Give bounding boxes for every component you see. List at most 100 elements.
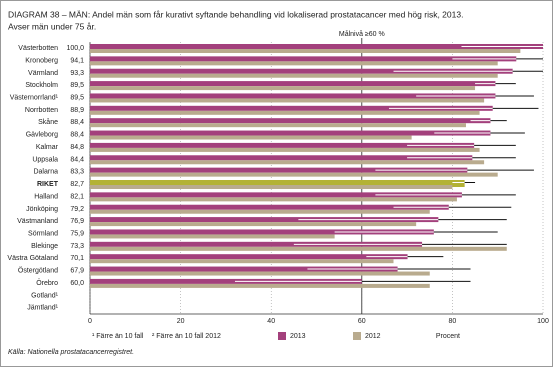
bar — [90, 155, 473, 161]
value-label: 82,1 — [70, 193, 84, 200]
bar — [90, 73, 498, 78]
legend-swatch — [278, 332, 286, 340]
category-label: Örebro — [36, 279, 58, 287]
value-label: 88,4 — [70, 132, 84, 139]
category-label: Västernorrland¹ — [10, 94, 59, 101]
bar — [90, 81, 496, 87]
category-label: Kronoberg — [25, 57, 58, 64]
bar — [90, 222, 417, 227]
value-label: 79,2 — [70, 206, 84, 213]
bar — [90, 98, 485, 103]
bar — [90, 93, 496, 99]
bar — [90, 209, 430, 214]
bar — [90, 246, 507, 251]
bar — [90, 130, 491, 136]
value-label: 73,3 — [70, 243, 84, 250]
bar — [90, 278, 362, 284]
category-label: Västerbotten — [18, 45, 58, 52]
chart-subtitle: Avser män under 75 år. — [8, 21, 96, 31]
category-label: Halland — [34, 193, 58, 200]
bar — [90, 266, 398, 272]
bar — [90, 44, 543, 49]
category-label: Jönköping — [26, 206, 58, 213]
value-label: 94,1 — [70, 57, 84, 64]
bar — [90, 180, 465, 187]
category-label: Norrbotten — [25, 107, 58, 114]
bar — [90, 56, 517, 62]
bar — [90, 68, 513, 74]
category-label: Uppsala — [32, 156, 58, 163]
source: Källa: Nationella prostatacancerregistre… — [8, 349, 134, 356]
bar — [90, 86, 476, 91]
bar — [90, 135, 412, 140]
bar — [90, 167, 468, 173]
chart-title: DIAGRAM 38 – MÄN: Andel män som får kura… — [8, 9, 463, 19]
target-label: Målnivå ≥60 % — [339, 30, 385, 38]
footnote: ² Färre än 10 fall 2012 — [152, 333, 221, 340]
bar — [90, 185, 453, 189]
value-label: 84,8 — [70, 144, 84, 151]
bar — [90, 259, 394, 264]
x-tick-label: 0 — [88, 318, 92, 325]
bar — [90, 241, 423, 247]
bar — [90, 192, 462, 198]
x-tick-label: 40 — [267, 318, 275, 325]
category-label: Gävleborg — [26, 132, 58, 139]
bar — [90, 271, 430, 276]
bar — [90, 49, 521, 53]
value-label: 60,0 — [70, 280, 84, 287]
bar — [90, 123, 466, 128]
category-label: Östergötland — [18, 267, 58, 275]
value-label: 89,5 — [70, 94, 84, 101]
bar — [90, 172, 498, 177]
value-label: 83,3 — [70, 169, 84, 176]
category-label: Dalarna — [33, 169, 58, 176]
bar — [90, 105, 493, 111]
value-label: 70,1 — [70, 255, 84, 262]
bar — [90, 204, 449, 210]
bar — [90, 229, 434, 235]
x-tick-label: 20 — [177, 318, 185, 325]
legend-label: 2012 — [365, 333, 381, 340]
value-label: 93,3 — [70, 70, 84, 77]
footnote: ¹ Färre än 10 fall — [92, 333, 144, 340]
bar — [90, 160, 485, 165]
category-label: Värmland — [28, 70, 58, 77]
category-label: Västmanland — [17, 218, 58, 225]
bar — [90, 197, 457, 202]
category-label: Sörmland — [28, 230, 58, 237]
legend-swatch — [353, 332, 361, 340]
legend-label: 2013 — [290, 333, 306, 340]
value-label: 76,9 — [70, 218, 84, 225]
category-label: Kalmar — [36, 144, 59, 151]
category-label: Jämtland¹ — [27, 305, 58, 312]
bar — [90, 283, 430, 288]
category-label: Västra Götaland — [7, 255, 58, 262]
bar — [90, 234, 335, 239]
category-label: Skåne — [38, 118, 58, 126]
value-label: 89,5 — [70, 82, 84, 89]
category-label: RIKET — [37, 181, 59, 188]
category-label: Gotland¹ — [31, 292, 59, 299]
bar — [90, 147, 480, 152]
value-label: 84,4 — [70, 156, 84, 163]
category-label: Stockholm — [25, 82, 58, 89]
bar — [90, 118, 491, 124]
value-label: 82,7 — [70, 181, 84, 188]
x-tick-label: 80 — [449, 318, 457, 325]
bar — [90, 254, 408, 260]
value-label: 88,4 — [70, 119, 84, 126]
value-label: 67,9 — [70, 268, 84, 275]
bar — [90, 142, 475, 148]
x-tick-label: 100 — [537, 318, 549, 325]
value-label: 88,9 — [70, 107, 84, 114]
category-label: Blekinge — [31, 243, 58, 250]
bar — [90, 217, 439, 223]
bar — [90, 61, 498, 66]
value-label: 75,9 — [70, 230, 84, 237]
x-tick-label: 60 — [358, 318, 366, 325]
bar — [90, 110, 480, 115]
x-axis-label: Procent — [436, 333, 460, 340]
value-label: 100,0 — [66, 45, 84, 52]
